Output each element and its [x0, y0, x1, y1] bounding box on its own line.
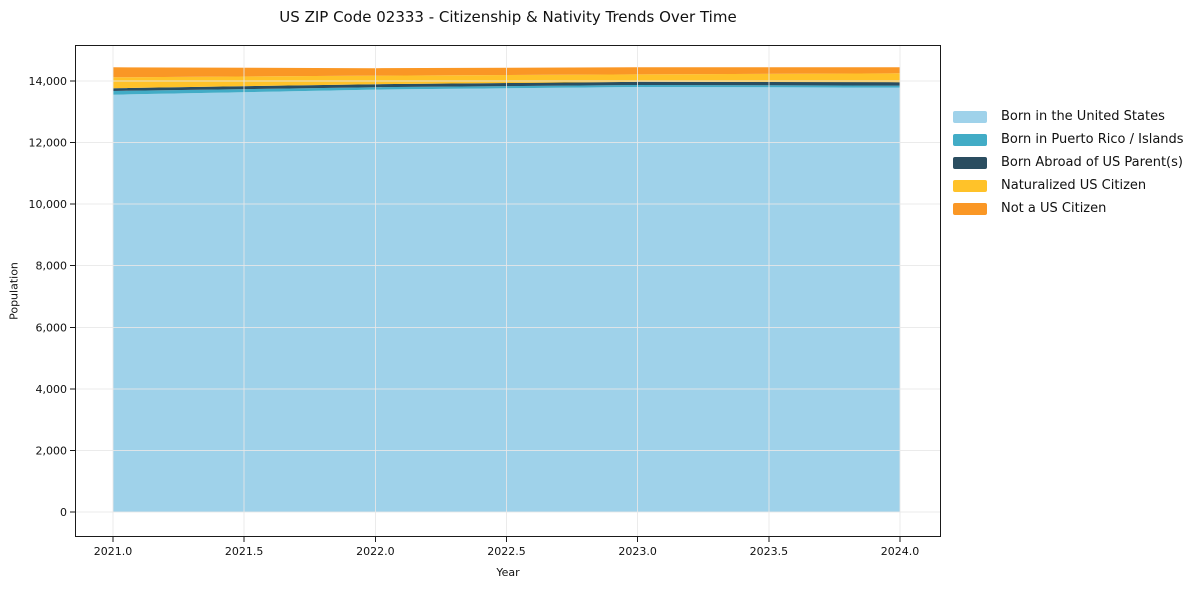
legend-swatch-icon: [953, 110, 987, 123]
x-tick-label: 2022.5: [487, 545, 526, 558]
axes-spines: [75, 45, 941, 537]
legend-swatch-icon: [953, 202, 987, 215]
legend-swatch-icon: [953, 156, 987, 169]
x-tick-label: 2023.0: [618, 545, 657, 558]
legend-item: Naturalized US Citizen: [953, 174, 1184, 197]
y-tick-label: 8,000: [36, 260, 68, 273]
x-tick-label: 2022.0: [356, 545, 395, 558]
plot-frame: [75, 45, 941, 537]
legend-item: Not a US Citizen: [953, 197, 1184, 220]
gridlines: [75, 45, 941, 537]
y-tick-label: 2,000: [36, 444, 68, 457]
legend-swatch-icon: [953, 179, 987, 192]
legend-item: Born in the United States: [953, 105, 1184, 128]
legend-label: Born in the United States: [1001, 109, 1165, 124]
legend-label: Born Abroad of US Parent(s): [1001, 155, 1183, 170]
y-tick-label: 10,000: [29, 198, 68, 211]
y-tick-label: 0: [60, 506, 67, 519]
y-tick-label: 12,000: [29, 137, 68, 150]
tick-labels: 2021.0 2021.5 2022.0 2022.5 2023.0 2023.5 2024…: [29, 75, 920, 558]
x-tick-label: 2024.0: [881, 545, 920, 558]
legend-swatch-icon: [953, 133, 987, 146]
chart-title: US ZIP Code 02333 - Citizenship & Nativi…: [279, 8, 737, 26]
legend: Born in the United States Born in Puerto …: [953, 105, 1184, 220]
y-tick-label: 6,000: [36, 321, 68, 334]
area-series-3: [113, 81, 900, 91]
legend-item: Born Abroad of US Parent(s): [953, 151, 1184, 174]
legend-label: Naturalized US Citizen: [1001, 178, 1147, 193]
x-tick-label: 2021.5: [225, 545, 264, 558]
tick-marks: [70, 80, 901, 542]
y-tick-label: 4,000: [36, 383, 68, 396]
y-tick-label: 14,000: [29, 75, 68, 88]
legend-item: Born in Puerto Rico / Islands: [953, 128, 1184, 151]
x-tick-label: 2021.0: [94, 545, 133, 558]
legend-label: Not a US Citizen: [1001, 201, 1107, 216]
x-axis-label: Year: [496, 566, 520, 579]
x-tick-label: 2023.5: [750, 545, 789, 558]
legend-label: Born in Puerto Rico / Islands: [1001, 132, 1184, 147]
